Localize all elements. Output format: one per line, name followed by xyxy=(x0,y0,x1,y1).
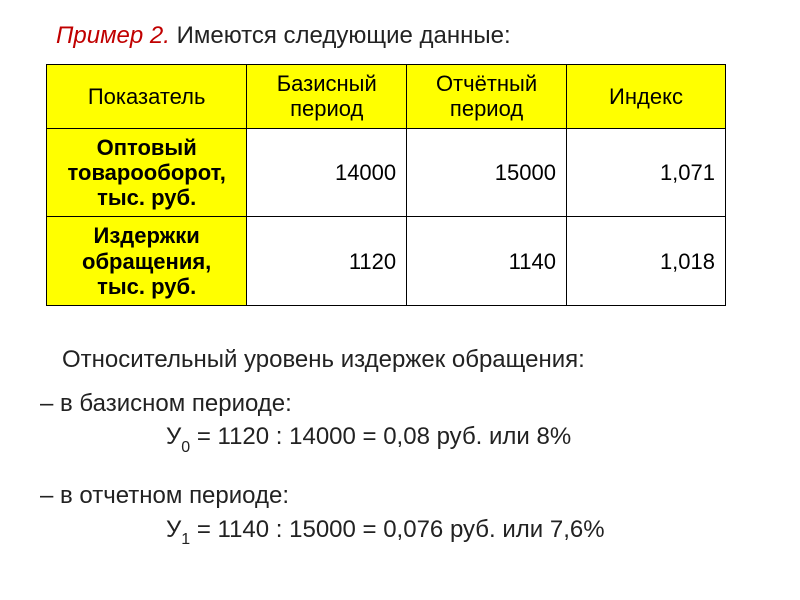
data-table: Показатель Базисный период Отчётный пери… xyxy=(46,64,726,306)
table-row: Оптовый товарооборот, тыс. руб. 14000 15… xyxy=(47,128,726,217)
cell-value: 1,071 xyxy=(566,128,725,217)
col-header-indicator: Показатель xyxy=(47,65,247,129)
col-header-index: Индекс xyxy=(566,65,725,129)
relative-level-heading: Относительный уровень издержек обращения… xyxy=(62,344,760,375)
formula-expression: = 1120 : 14000 = 0,08 руб. или 8% xyxy=(190,423,571,450)
col-header-base: Базисный период xyxy=(247,65,407,129)
base-period-heading: – в базисном периоде: xyxy=(40,388,760,419)
formula-subscript: 0 xyxy=(181,439,190,456)
row-label-costs: Издержки обращения, тыс. руб. xyxy=(47,217,247,306)
formula-subscript: 1 xyxy=(181,531,190,548)
base-period-formula: У0 = 1120 : 14000 = 0,08 руб. или 8% xyxy=(166,421,760,457)
report-period-formula: У1 = 1140 : 15000 = 0,076 руб. или 7,6% xyxy=(166,514,760,550)
cell-value: 15000 xyxy=(407,128,567,217)
cell-value: 1140 xyxy=(407,217,567,306)
table-row: Издержки обращения, тыс. руб. 1120 1140 … xyxy=(47,217,726,306)
formula-symbol: У xyxy=(166,516,181,543)
table-header-row: Показатель Базисный период Отчётный пери… xyxy=(47,65,726,129)
row-label-turnover: Оптовый товарооборот, тыс. руб. xyxy=(47,128,247,217)
report-period-heading: – в отчетном периоде: xyxy=(40,480,760,511)
slide-content: Пример 2. Имеются следующие данные: Пока… xyxy=(0,0,800,549)
cell-value: 14000 xyxy=(247,128,407,217)
cell-value: 1,018 xyxy=(566,217,725,306)
formula-symbol: У xyxy=(166,423,181,450)
col-header-report: Отчётный период xyxy=(407,65,567,129)
title-rest: Имеются следующие данные: xyxy=(170,22,511,49)
slide-title: Пример 2. Имеются следующие данные: xyxy=(56,22,760,50)
title-example-label: Пример 2. xyxy=(56,22,170,49)
cell-value: 1120 xyxy=(247,217,407,306)
formula-expression: = 1140 : 15000 = 0,076 руб. или 7,6% xyxy=(190,516,604,543)
